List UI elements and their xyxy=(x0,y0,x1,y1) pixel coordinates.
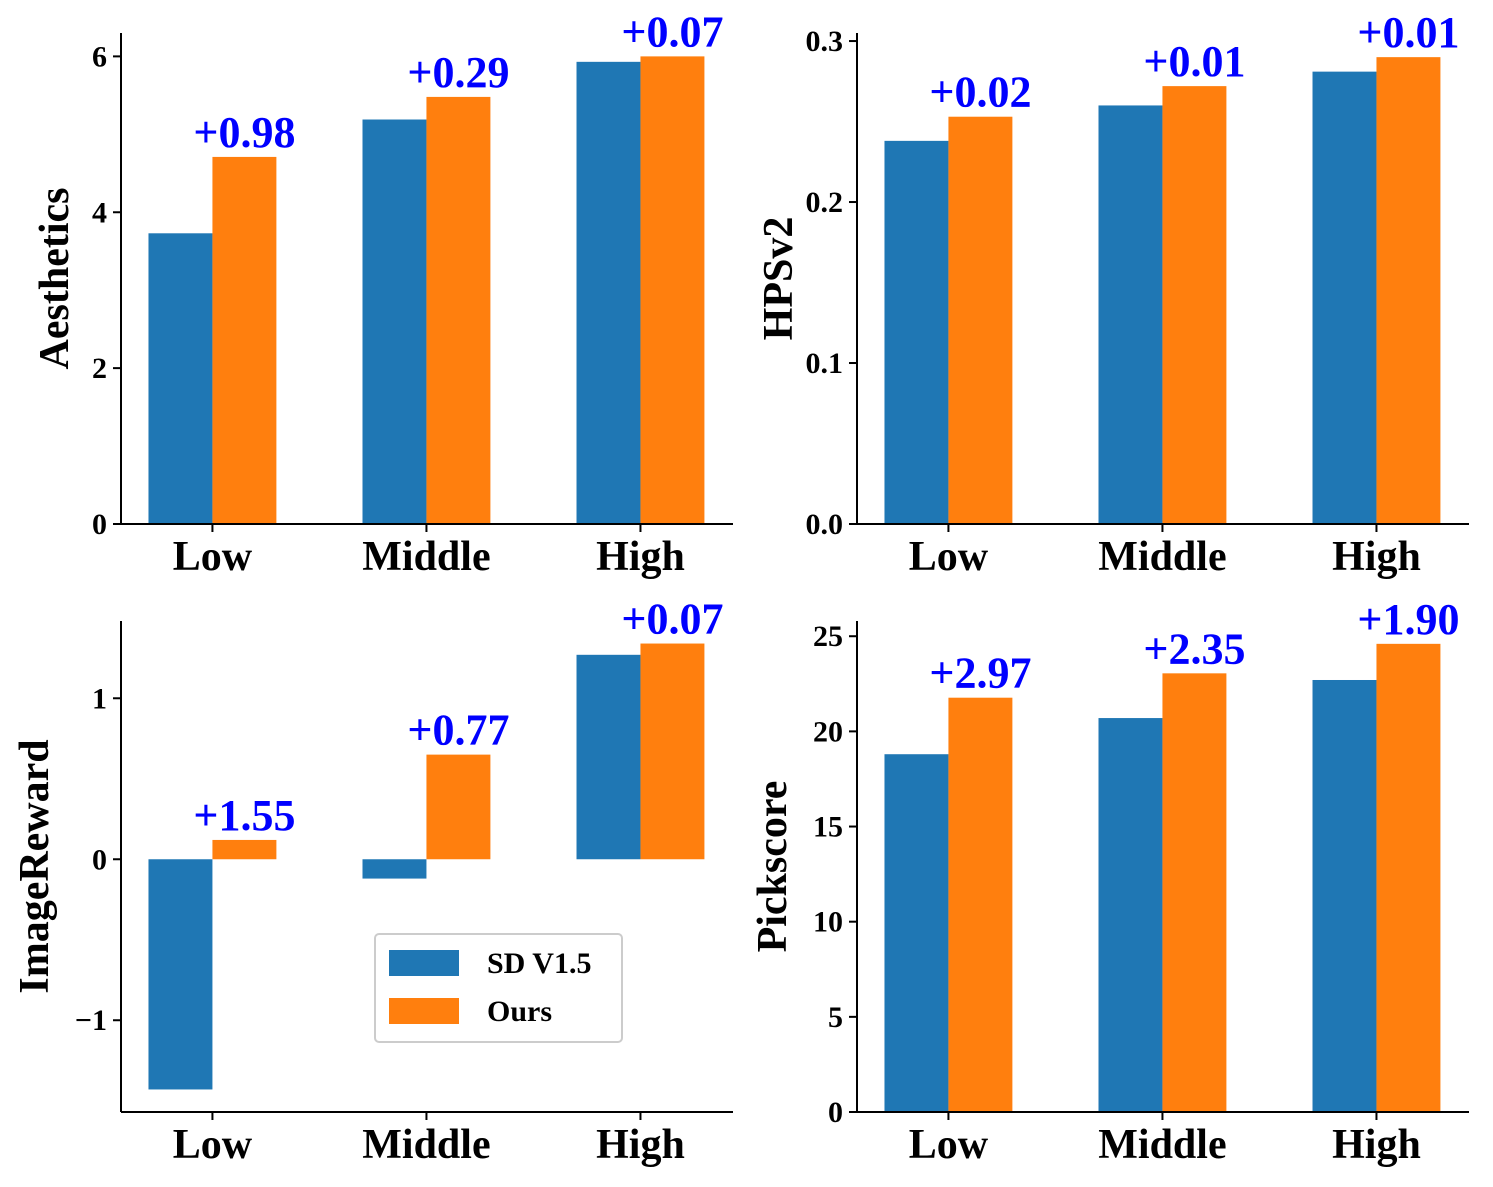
legend-label-ours: Ours xyxy=(487,995,552,1028)
bar-sd-middle xyxy=(362,119,427,524)
delta-label-low: +2.97 xyxy=(929,649,1031,698)
bar-ours-low xyxy=(212,156,277,524)
x-tick-label-low: Low xyxy=(909,534,989,580)
delta-label-middle: +0.29 xyxy=(407,48,509,97)
bar-sd-low xyxy=(884,754,949,1112)
x-tick-label-low: Low xyxy=(173,534,253,580)
y-tick-label: 0.0 xyxy=(806,508,844,541)
bar-sd-high xyxy=(1312,71,1377,525)
delta-label-high: +0.07 xyxy=(621,7,723,56)
legend-label-sd: SD V1.5 xyxy=(487,947,591,980)
y-axis-title: ImageReward xyxy=(12,739,58,993)
delta-label-high: +1.90 xyxy=(1357,595,1459,644)
y-tick-label: 4 xyxy=(92,196,107,229)
x-tick-label-high: High xyxy=(596,1122,685,1168)
delta-label-low: +0.98 xyxy=(193,108,295,157)
y-axis-title: Pickscore xyxy=(750,781,796,953)
bar-ours-middle xyxy=(1162,673,1227,1112)
y-tick-label: 0.3 xyxy=(806,25,844,58)
y-tick-label: 0 xyxy=(828,1096,843,1129)
bar-ours-low xyxy=(212,839,277,860)
delta-label-high: +0.07 xyxy=(621,595,723,644)
y-tick-label: 0.2 xyxy=(806,186,844,219)
bar-sd-middle xyxy=(1098,718,1163,1112)
x-tick-label-high: High xyxy=(1332,1122,1421,1168)
x-tick-label-low: Low xyxy=(909,1122,989,1168)
x-tick-label-high: High xyxy=(1332,534,1421,580)
bar-ours-low xyxy=(948,116,1013,524)
bar-ours-high xyxy=(640,56,705,524)
delta-label-low: +1.55 xyxy=(193,791,295,840)
panel-aesthetics: +0.98 +0.29 +0.07 0 2 4 6 Low Middle High Aestheti… xyxy=(32,7,733,580)
bar-sd-low xyxy=(148,233,213,525)
delta-label-middle: +2.35 xyxy=(1143,624,1245,673)
legend: SD V1.5 Ours xyxy=(374,933,623,1043)
legend-swatch-ours xyxy=(389,998,459,1024)
y-tick-label: 2 xyxy=(92,352,107,385)
x-tick-label-high: High xyxy=(596,534,685,580)
bar-ours-high xyxy=(640,643,705,860)
delta-label-middle: +0.01 xyxy=(1143,37,1245,86)
bar-ours-middle xyxy=(426,754,491,860)
y-axis-title: HPSv2 xyxy=(756,217,802,341)
bar-sd-middle xyxy=(1098,105,1163,524)
x-tick-label-middle: Middle xyxy=(1098,534,1226,580)
x-tick-label-low: Low xyxy=(173,1122,253,1168)
y-tick-label: 6 xyxy=(92,40,107,73)
x-tick-label-middle: Middle xyxy=(362,534,490,580)
panel-imagereward: +1.55 +0.77 +0.07 −1 0 1 Low Middle High ImageRew… xyxy=(12,595,733,1168)
y-tick-label: 0 xyxy=(92,843,107,876)
y-tick-label: 5 xyxy=(828,1001,843,1034)
bar-sd-high xyxy=(576,654,641,860)
y-tick-label: 0 xyxy=(92,508,107,541)
y-tick-label: 20 xyxy=(813,715,843,748)
bar-ours-high xyxy=(1376,643,1441,1112)
bar-sd-low xyxy=(148,859,213,1090)
delta-label-middle: +0.77 xyxy=(407,706,509,755)
x-tick-label-middle: Middle xyxy=(1098,1122,1226,1168)
bar-sd-middle xyxy=(362,859,427,879)
y-tick-label: 25 xyxy=(813,620,843,653)
panel-hpsv2: +0.02 +0.01 +0.01 0.0 0.1 0.2 0.3 Low Middle High… xyxy=(756,8,1469,580)
delta-label-low: +0.02 xyxy=(929,68,1031,117)
bar-sd-low xyxy=(884,140,949,524)
y-axis-title: Aesthetics xyxy=(32,188,78,370)
y-tick-label: 15 xyxy=(813,811,843,844)
bar-ours-middle xyxy=(1162,86,1227,525)
panel-pickscore: +2.97 +2.35 +1.90 0 5 10 15 20 25 Low Middle High Pi… xyxy=(750,595,1469,1168)
y-tick-label: 10 xyxy=(813,906,843,939)
legend-swatch-sd xyxy=(389,950,459,976)
y-tick-label: −1 xyxy=(75,1004,107,1037)
y-tick-label: 0.1 xyxy=(806,347,844,380)
bar-sd-high xyxy=(576,61,641,524)
bar-ours-high xyxy=(1376,57,1441,524)
bar-ours-low xyxy=(948,697,1013,1112)
y-tick-label: 1 xyxy=(92,682,107,715)
delta-label-high: +0.01 xyxy=(1357,8,1459,57)
x-tick-label-middle: Middle xyxy=(362,1122,490,1168)
bar-ours-middle xyxy=(426,96,491,525)
bar-sd-high xyxy=(1312,679,1377,1112)
